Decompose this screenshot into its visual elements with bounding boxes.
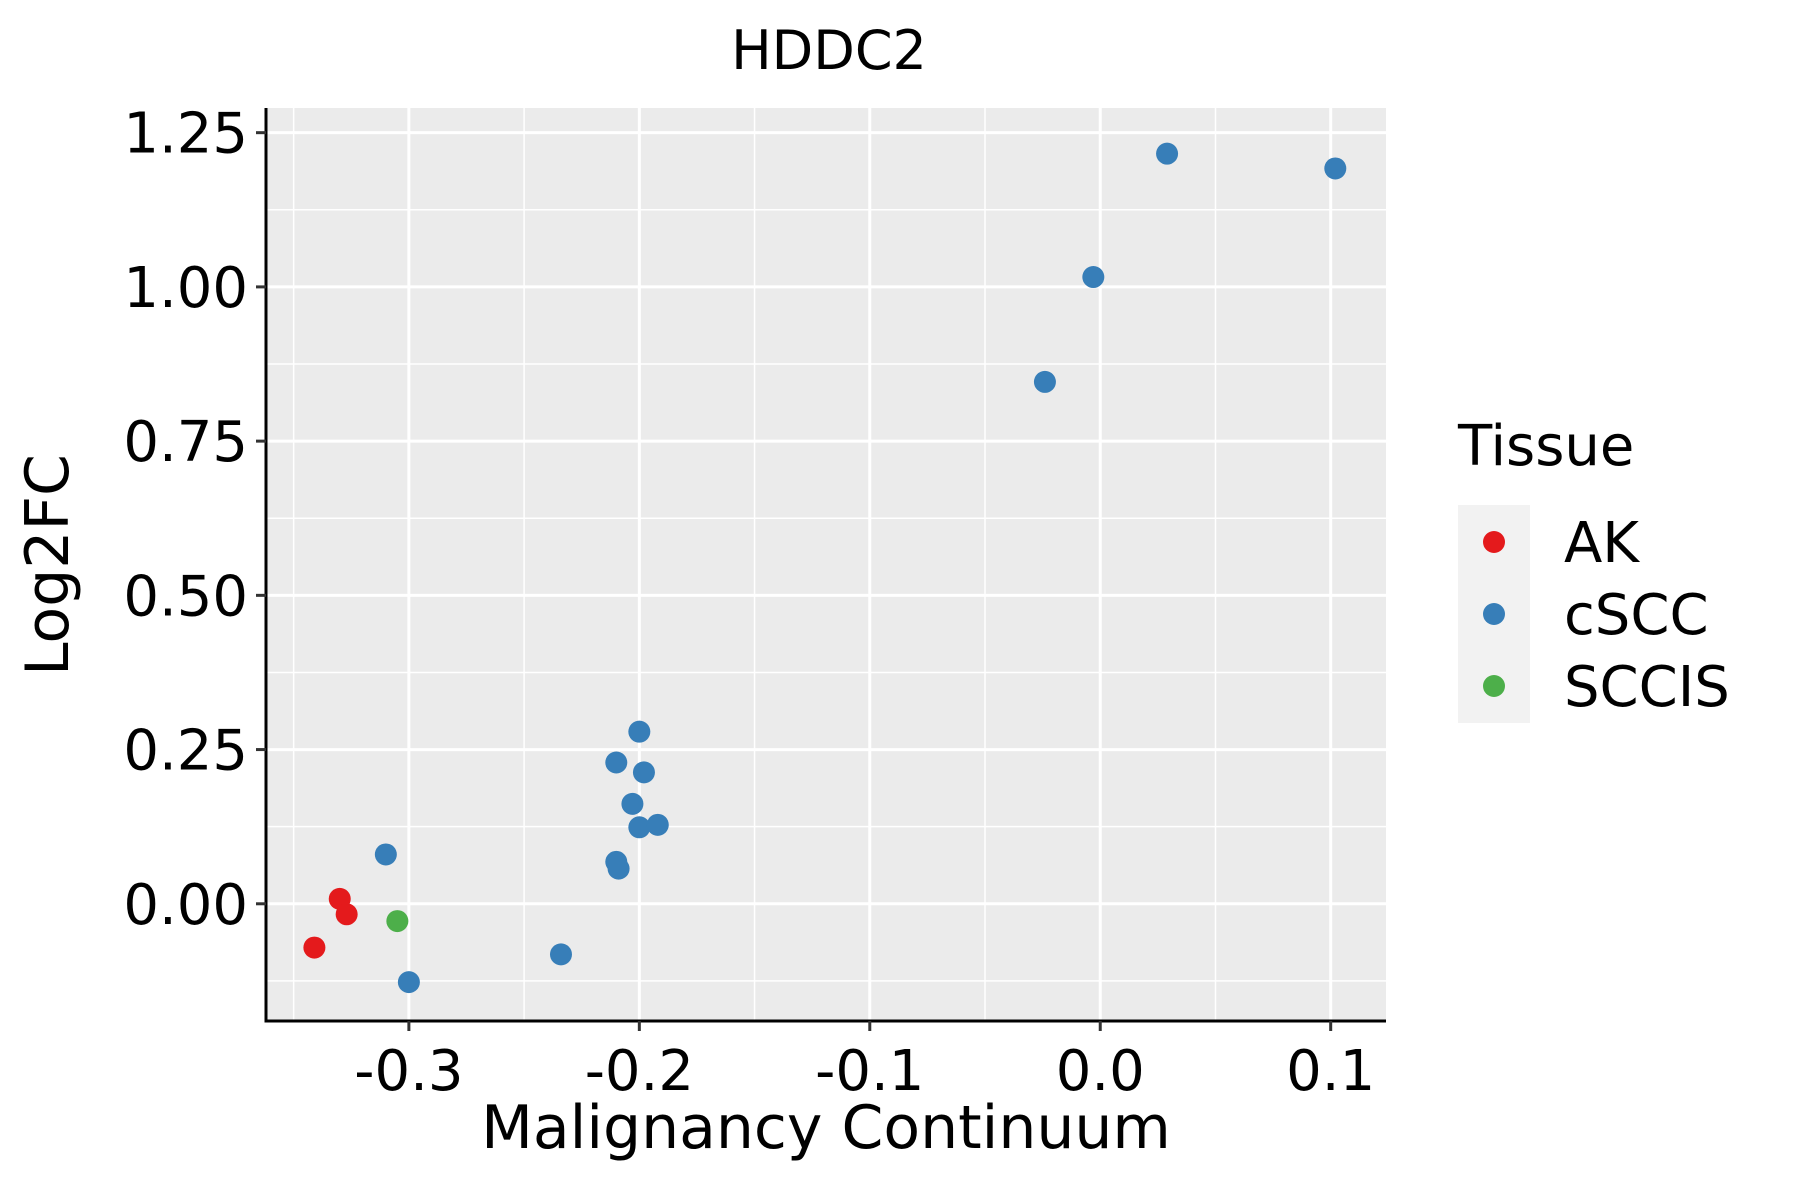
x-tick-label: -0.2 [585,1039,694,1104]
data-point-cscc [605,751,628,774]
legend-label-sccis: SCCIS [1564,655,1730,720]
data-point-cscc [607,857,630,880]
y-tick-label: 1.25 [123,102,248,167]
data-point-cscc [549,943,572,966]
data-point-cscc [1156,142,1179,165]
legend-entries: AK cSCC SCCIS [1483,511,1730,720]
legend-key-cscc [1483,603,1505,625]
data-point-cscc [628,720,651,743]
legend-key-ak [1483,531,1505,553]
data-point-cscc [1324,157,1347,180]
data-point-ak [303,936,326,959]
legend-label-cscc: cSCC [1564,583,1709,648]
data-point-ak [335,903,358,926]
data-point-sccis [386,910,409,933]
plot-panel [266,108,1386,1021]
legend-title: Tissue [1457,414,1634,479]
y-axis-title: Log2FC [13,454,83,676]
data-point-cscc [1082,266,1105,289]
legend-label-ak: AK [1564,511,1640,576]
chart-title: HDDC2 [731,19,927,82]
data-point-cscc [646,813,669,836]
x-tick-label: -0.1 [815,1039,924,1104]
data-point-cscc [621,792,644,815]
y-tick-label: 1.00 [123,256,248,321]
legend: Tissue AK cSCC SCCIS [1457,414,1730,723]
data-point-cscc [374,843,397,866]
grid-lines [266,108,1386,1021]
x-tick-label: 0.1 [1286,1039,1375,1104]
legend-key-sccis [1483,675,1505,697]
y-tick-label: 0.00 [123,873,248,938]
data-point-cscc [1033,370,1056,393]
x-tick-label: 0.0 [1056,1039,1145,1104]
data-point-cscc [628,816,651,839]
y-tick-label: 0.75 [123,410,248,475]
y-tick-label: 0.25 [123,719,248,784]
x-axis-title: Malignancy Continuum [481,1093,1171,1163]
axis-ticks: -0.3 -0.2 -0.1 0.0 0.1 0.00 0.25 0.50 0.75 1.00 1.… [123,102,1375,1104]
data-point-cscc [397,971,420,994]
y-tick-label: 0.50 [123,564,248,629]
data-points [303,142,1347,994]
data-point-cscc [632,761,655,784]
x-tick-label: -0.3 [354,1039,463,1104]
